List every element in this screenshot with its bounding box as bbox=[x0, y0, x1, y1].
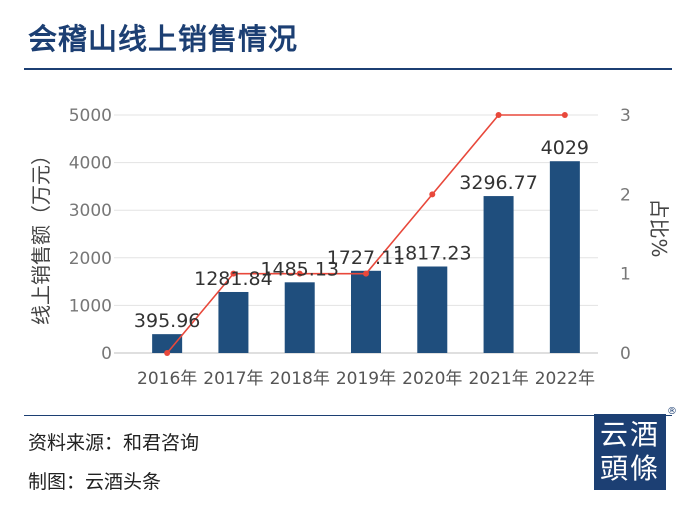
ratio-point bbox=[429, 191, 436, 198]
logo-line-1: 云酒 bbox=[599, 418, 660, 451]
bar-series bbox=[152, 161, 580, 353]
y-axis-label: 线上销售额（万元） bbox=[29, 145, 53, 325]
ratio-point bbox=[561, 112, 568, 118]
bar-value-label: 1281.84 bbox=[194, 268, 273, 290]
bar bbox=[351, 270, 381, 353]
bar-value-label: 1485.13 bbox=[260, 258, 339, 280]
bar bbox=[483, 196, 514, 353]
ratio-point bbox=[296, 270, 303, 277]
x-tick-label: 2022年 bbox=[535, 369, 595, 389]
bar-value-label: 395.96 bbox=[134, 310, 200, 332]
y2-tick-label: 0 bbox=[620, 344, 631, 364]
y2-tick-label: 2 bbox=[620, 185, 631, 205]
y-tick-label: 2000 bbox=[69, 249, 112, 269]
bar bbox=[284, 282, 315, 353]
chart-credit: 制图：云酒头条 bbox=[28, 471, 162, 493]
bar-value-label: 1817.23 bbox=[393, 242, 472, 264]
right-axis-ticks: 0 1 2 3 bbox=[620, 106, 631, 364]
y-tick-label: 4000 bbox=[69, 154, 112, 174]
bar-value-label: 4029 bbox=[541, 137, 589, 159]
bar bbox=[218, 291, 249, 353]
ratio-point bbox=[495, 112, 502, 118]
y-tick-label: 3000 bbox=[69, 201, 112, 221]
bar-value-label: 3296.77 bbox=[459, 172, 538, 194]
bar bbox=[152, 334, 183, 353]
y-tick-label: 0 bbox=[101, 344, 112, 364]
logo-line-2: 頭條 bbox=[599, 452, 660, 485]
data-source: 资料来源：和君咨询 bbox=[28, 432, 200, 454]
registered-mark: ® bbox=[667, 406, 677, 417]
ratio-point bbox=[230, 270, 237, 277]
y-tick-label: 5000 bbox=[69, 106, 112, 126]
line-series bbox=[164, 112, 568, 356]
x-tick-label: 2016年 bbox=[137, 369, 197, 389]
y2-axis-label: 占比% bbox=[647, 198, 671, 257]
bar-value-label: 1727.11 bbox=[327, 247, 406, 269]
x-tick-label: 2020年 bbox=[402, 369, 462, 389]
footer-divider bbox=[24, 415, 672, 416]
bar bbox=[549, 161, 580, 353]
page-title: 会稽山线上销售情况 bbox=[28, 22, 299, 56]
y2-tick-label: 3 bbox=[620, 106, 631, 126]
y-tick-label: 1000 bbox=[69, 296, 112, 316]
ratio-point bbox=[363, 270, 369, 277]
x-tick-label: 2018年 bbox=[270, 369, 330, 389]
x-axis-ticks: 2016年 2017年 2018年 2019年 2020年 2021年 2022年 bbox=[137, 369, 595, 389]
x-tick-label: 2017年 bbox=[203, 369, 263, 389]
x-tick-label: 2021年 bbox=[468, 369, 528, 389]
left-axis-ticks: 0 1000 2000 3000 4000 5000 bbox=[69, 106, 112, 364]
brand-logo: 云酒 頭條 bbox=[594, 414, 666, 490]
x-tick-label: 2019年 bbox=[336, 369, 396, 389]
title-divider bbox=[24, 68, 672, 70]
bar bbox=[417, 266, 448, 353]
ratio-point bbox=[164, 350, 171, 356]
y2-tick-label: 1 bbox=[620, 265, 631, 285]
